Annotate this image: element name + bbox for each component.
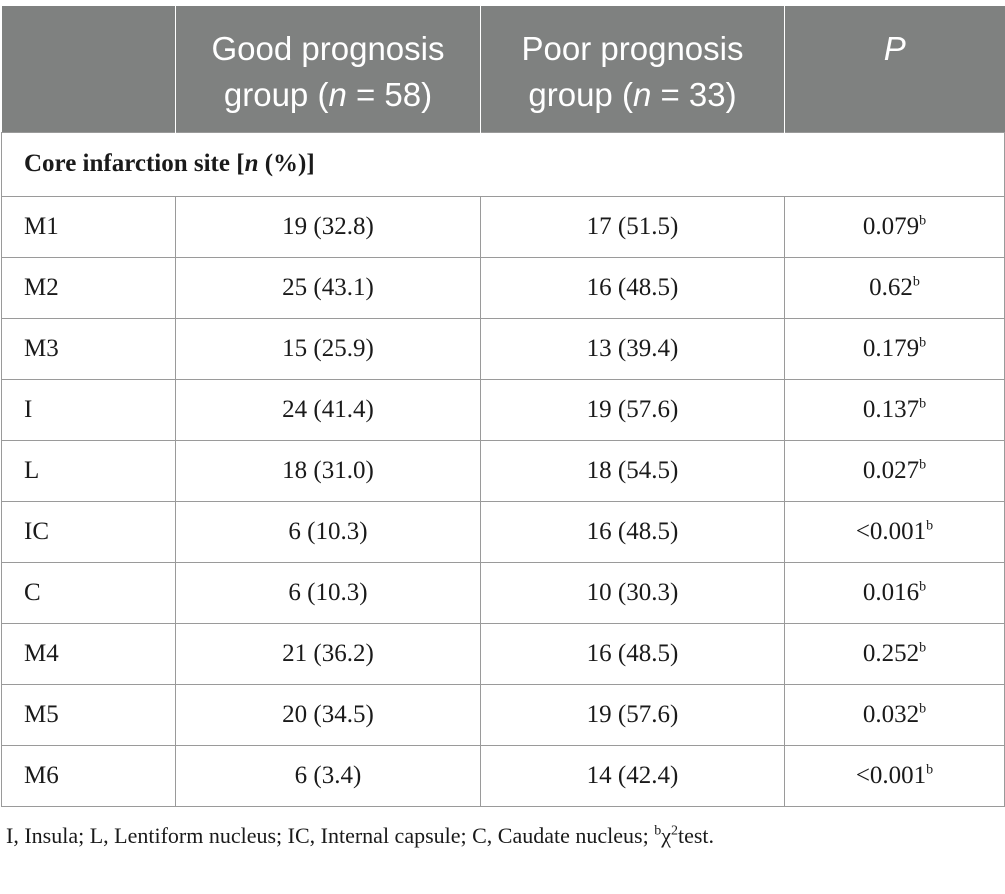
- header-p-value: P: [784, 6, 1005, 132]
- p-value-superscript: b: [919, 701, 927, 717]
- cell-p-value: 0.032b: [784, 683, 1005, 746]
- p-value-text: 0.252: [862, 639, 920, 667]
- p-value-text: <0.001: [855, 761, 927, 789]
- cell-good-prognosis: 6 (10.3): [175, 561, 481, 624]
- cell-good-prognosis: 25 (43.1): [175, 256, 481, 319]
- cell-good-prognosis: 21 (36.2): [175, 622, 481, 685]
- p-value-superscript: b: [919, 213, 927, 229]
- cell-p-value: 0.252b: [784, 622, 1005, 685]
- p-value-superscript: b: [919, 335, 927, 351]
- cell-poor-prognosis: 14 (42.4): [480, 744, 785, 807]
- header-good-prognosis: Good prognosis group (n = 58): [175, 6, 481, 132]
- header-poor-label: Poor prognosis group: [521, 30, 744, 113]
- cell-p-value: 0.62b: [784, 256, 1005, 319]
- table-row: I 24 (41.4) 19 (57.6) 0.137b: [1, 378, 1005, 441]
- cell-poor-prognosis: 19 (57.6): [480, 683, 785, 746]
- cell-site: C: [1, 561, 176, 624]
- cell-poor-prognosis: 16 (48.5): [480, 622, 785, 685]
- p-value-text: 0.179: [862, 334, 920, 362]
- table-row: M3 15 (25.9) 13 (39.4) 0.179b: [1, 317, 1005, 380]
- table-row: M4 21 (36.2) 16 (48.5) 0.252b: [1, 622, 1005, 685]
- table-header: Good prognosis group (n = 58) Poor progn…: [1, 6, 1005, 132]
- p-value-text: 0.016: [862, 578, 920, 606]
- cell-good-prognosis: 24 (41.4): [175, 378, 481, 441]
- table-footnote: I, Insula; L, Lentiform nucleus; IC, Int…: [6, 822, 715, 848]
- p-value-superscript: b: [919, 640, 927, 656]
- cell-good-prognosis: 15 (25.9): [175, 317, 481, 380]
- p-value-text: 0.137: [862, 395, 920, 423]
- cell-good-prognosis: 18 (31.0): [175, 439, 481, 502]
- p-value-text: 0.032: [862, 700, 920, 728]
- cell-good-prognosis: 6 (10.3): [175, 500, 481, 563]
- header-good-label: Good prognosis group: [211, 30, 445, 113]
- p-value-superscript: b: [919, 457, 927, 473]
- cell-site: M1: [1, 195, 176, 258]
- table-row: L 18 (31.0) 18 (54.5) 0.027b: [1, 439, 1005, 502]
- cell-poor-prognosis: 16 (48.5): [480, 256, 785, 319]
- table-row: M6 6 (3.4) 14 (42.4) <0.001b: [1, 744, 1005, 807]
- p-value-text: <0.001: [855, 517, 927, 545]
- cell-poor-prognosis: 13 (39.4): [480, 317, 785, 380]
- table-row: M5 20 (34.5) 19 (57.6) 0.032b: [1, 683, 1005, 746]
- p-value-superscript: b: [912, 274, 920, 290]
- header-blank: [1, 6, 176, 132]
- cell-good-prognosis: 20 (34.5): [175, 683, 481, 746]
- p-value-superscript: b: [926, 518, 934, 534]
- cell-poor-prognosis: 19 (57.6): [480, 378, 785, 441]
- cell-good-prognosis: 6 (3.4): [175, 744, 481, 807]
- cell-site: L: [1, 439, 176, 502]
- p-value-superscript: b: [919, 396, 927, 412]
- section-row: Core infarction site [n (%)]: [1, 131, 1005, 197]
- cell-poor-prognosis: 16 (48.5): [480, 500, 785, 563]
- cell-p-value: <0.001b: [784, 744, 1005, 807]
- table-row: IC 6 (10.3) 16 (48.5) <0.001b: [1, 500, 1005, 563]
- p-value-superscript: b: [919, 579, 927, 595]
- p-value-superscript: b: [926, 762, 934, 778]
- table-row: M2 25 (43.1) 16 (48.5) 0.62b: [1, 256, 1005, 319]
- cell-good-prognosis: 19 (32.8): [175, 195, 481, 258]
- document: Good prognosis group (n = 58) Poor progn…: [1, 6, 1005, 848]
- cell-p-value: 0.137b: [784, 378, 1005, 441]
- cell-site: IC: [1, 500, 176, 563]
- p-value-text: 0.62: [869, 273, 913, 301]
- cell-site: I: [1, 378, 176, 441]
- cell-p-value: 0.027b: [784, 439, 1005, 502]
- results-table: Good prognosis group (n = 58) Poor progn…: [1, 6, 1005, 807]
- cell-site: M2: [1, 256, 176, 319]
- cell-poor-prognosis: 10 (30.3): [480, 561, 785, 624]
- cell-site: M3: [1, 317, 176, 380]
- section-label: Core infarction site [n (%)]: [1, 131, 1005, 197]
- table-row: M1 19 (32.8) 17 (51.5) 0.079b: [1, 195, 1005, 258]
- cell-site: M4: [1, 622, 176, 685]
- cell-p-value: <0.001b: [784, 500, 1005, 563]
- header-poor-prognosis: Poor prognosis group (n = 33): [480, 6, 785, 132]
- table-body: Core infarction site [n (%)] M1 19 (32.8)…: [1, 131, 1005, 807]
- cell-p-value: 0.079b: [784, 195, 1005, 258]
- p-value-text: 0.079: [862, 212, 920, 240]
- header-row: Good prognosis group (n = 58) Poor progn…: [1, 6, 1005, 132]
- cell-p-value: 0.179b: [784, 317, 1005, 380]
- cell-site: M5: [1, 683, 176, 746]
- p-value-text: 0.027: [862, 456, 920, 484]
- cell-poor-prognosis: 18 (54.5): [480, 439, 785, 502]
- cell-p-value: 0.016b: [784, 561, 1005, 624]
- cell-site: M6: [1, 744, 176, 807]
- cell-poor-prognosis: 17 (51.5): [480, 195, 785, 258]
